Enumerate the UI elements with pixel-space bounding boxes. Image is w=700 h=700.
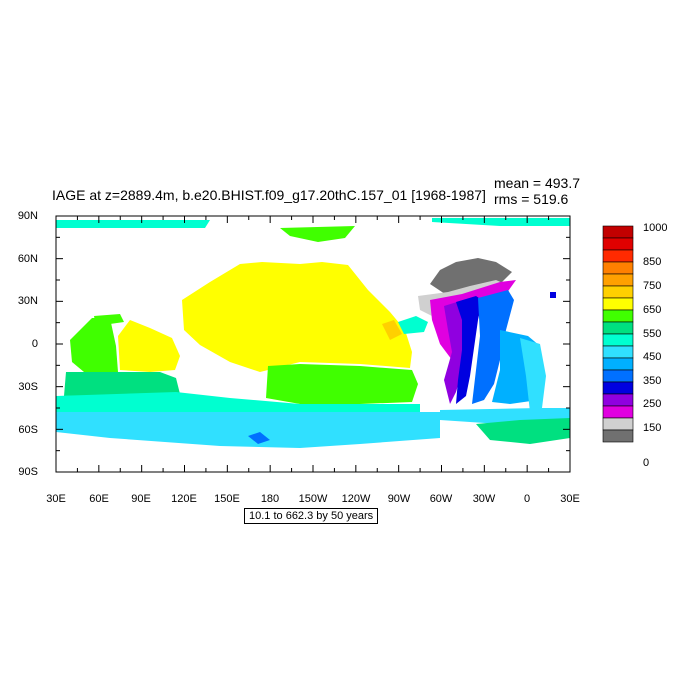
arctic-region [56, 220, 210, 228]
colorbar-swatch [602, 321, 634, 335]
lon-label: 30W [472, 493, 496, 505]
mean-value: mean = 493.7 [494, 175, 581, 191]
plot-title: IAGE at z=2889.4m, b.e20.BHIST.f09_g17.2… [52, 187, 486, 203]
lon-label: 180 [260, 493, 280, 505]
lon-label: 120E [171, 493, 197, 505]
lat-label: 60N [17, 253, 38, 265]
atlantic-purple [444, 298, 488, 404]
atlantic-grey [430, 258, 512, 296]
colorbar-swatch [602, 297, 634, 311]
colorbar-swatch [602, 393, 634, 407]
southern-ocean-light [56, 412, 440, 448]
colorbar-label: 750 [643, 280, 662, 292]
colorbar-swatch [602, 285, 634, 299]
lon-label: 150W [298, 493, 328, 505]
arctic-green-patch [280, 226, 355, 242]
lon-label: 0 [523, 493, 531, 505]
indian-south [64, 372, 180, 396]
atlantic-blue [456, 296, 482, 404]
lon-label: 120W [341, 493, 371, 505]
colorbar-swatch [602, 237, 634, 251]
colorbar-label: 250 [643, 398, 662, 410]
colorbar-label: 450 [643, 351, 662, 363]
lon-label: 150E [214, 493, 240, 505]
lon-label: 90E [131, 493, 151, 505]
colorbar-label: 550 [643, 328, 662, 340]
southern-green-east [476, 418, 570, 444]
colorbar-swatch [602, 333, 634, 347]
lon-label: 90W [387, 493, 411, 505]
ocean-field [56, 218, 570, 448]
lat-label: 30S [18, 381, 38, 393]
gulf-orange [382, 320, 402, 340]
pacific-basin [182, 262, 412, 372]
colorbar-swatch [602, 429, 634, 443]
atlantic-midblue [472, 290, 514, 404]
marginal-sea [94, 314, 124, 326]
colorbar-swatch [602, 309, 634, 323]
colorbar-swatch [602, 405, 634, 419]
colorbar-label: 650 [643, 304, 662, 316]
colorbar-swatch [602, 273, 634, 287]
colorbar-swatch [602, 369, 634, 383]
colorbar-swatch [602, 225, 634, 239]
rms-value: rms = 519.6 [494, 191, 569, 207]
lat-label: 90S [18, 466, 38, 478]
pacific-south [266, 364, 418, 404]
small-blue-patch [550, 292, 556, 298]
colorbar-label: 150 [643, 422, 662, 434]
colorbar-swatch [602, 261, 634, 275]
lat-label: 60S [18, 424, 38, 436]
indian-basin [118, 320, 180, 372]
contour-range-note: 10.1 to 662.3 by 50 years [244, 508, 379, 524]
colorbar-label: 350 [643, 375, 662, 387]
arctic-region-east [432, 218, 570, 226]
lon-label: 30E [46, 493, 66, 505]
axis-ticks [55, 215, 571, 473]
atlantic-east-light [520, 338, 546, 412]
lon-label: 60W [429, 493, 453, 505]
drake-blue [248, 432, 270, 444]
caribbean-cyan [398, 316, 428, 334]
colorbar-swatch [602, 417, 634, 431]
colorbar [602, 225, 634, 443]
lat-label: 30N [17, 295, 38, 307]
colorbar-swatch [602, 357, 634, 371]
colorbar-label: 0 [643, 457, 650, 469]
colorbar-swatch [602, 345, 634, 359]
lat-label: 90N [17, 210, 38, 222]
lon-label: 60E [89, 493, 109, 505]
colorbar-label: 1000 [643, 222, 668, 234]
indian-west [70, 318, 118, 372]
lon-label: 30E [560, 493, 580, 505]
colorbar-swatch [602, 249, 634, 263]
colorbar-label: 850 [643, 256, 662, 268]
colorbar-swatch [602, 381, 634, 395]
lat-label: 0 [31, 338, 38, 350]
